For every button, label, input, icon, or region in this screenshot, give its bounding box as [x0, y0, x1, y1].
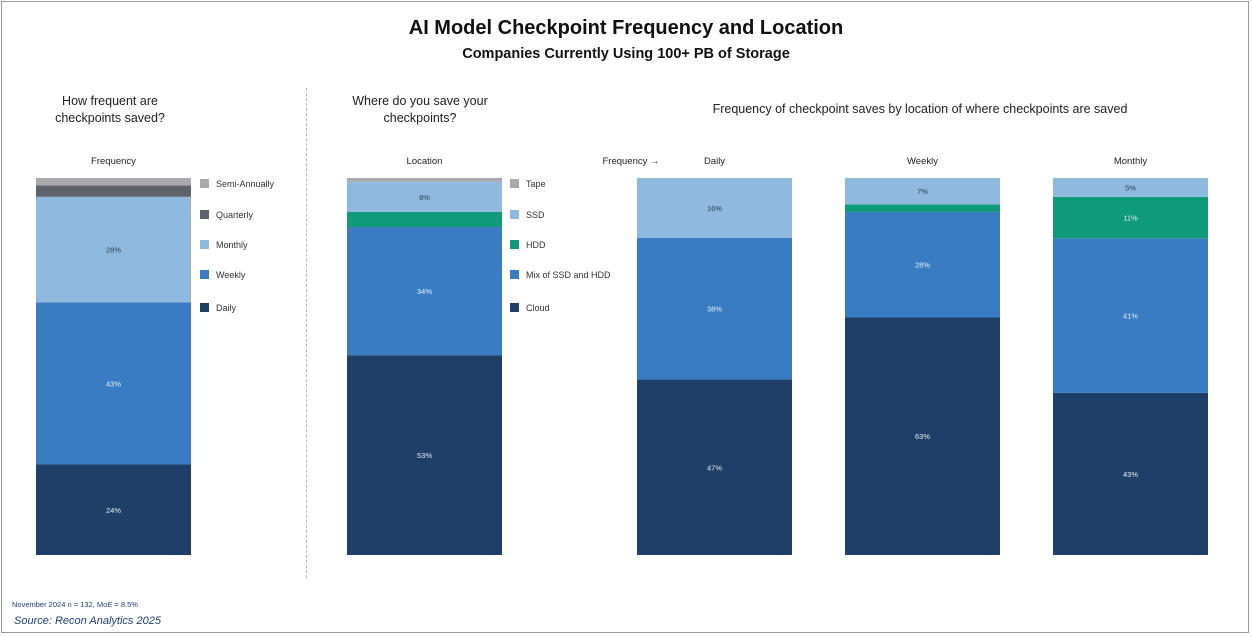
question-cross: Frequency of checkpoint saves by locatio…	[712, 102, 1128, 116]
panel-divider	[306, 88, 307, 578]
label-location: Location	[406, 156, 443, 167]
frequency-legend-semi-annually: Semi-Annually	[216, 179, 275, 189]
cross-weekly-label-cloud: 63%	[915, 432, 930, 441]
frequency-legend-swatch-monthly	[200, 240, 209, 249]
cross-weekly-bar-cloud	[845, 317, 1000, 555]
cross-monthly-label-cloud: 43%	[1123, 470, 1138, 479]
location-bar-cloud	[347, 355, 502, 555]
cross-monthly-bar-ssd	[1053, 178, 1208, 197]
question-location: Where do you save your checkpoints?	[352, 94, 488, 125]
cross-daily-label-mix-of-ssd-and-hdd: 38%	[707, 305, 722, 314]
cross-daily-label-cloud: 47%	[707, 463, 722, 472]
cross-monthly-bar-mix-of-ssd-and-hdd	[1053, 238, 1208, 393]
frequency-bar-monthly	[36, 196, 191, 303]
location-label-mix-of-ssd-and-hdd: 34%	[417, 287, 432, 296]
frequency-legend-swatch-daily	[200, 303, 209, 312]
location-legend-cloud: Cloud	[526, 303, 550, 313]
cross-daily-bar-ssd	[637, 178, 792, 238]
location-legend-swatch-cloud	[510, 303, 519, 312]
cross-daily-label-ssd: 16%	[707, 204, 722, 213]
cross-daily-bar-cloud	[637, 379, 792, 555]
frequency-label-daily: 24%	[106, 506, 121, 515]
label-monthly: Monthly	[1113, 156, 1148, 167]
frequency-bar-quarterly	[36, 185, 191, 197]
location-legend-ssd: SSD	[526, 210, 545, 220]
footnote: November 2024 n = 132, MoE = 8.5%	[12, 600, 138, 609]
cross-monthly-label-ssd: 5%	[1125, 183, 1136, 192]
label-frequency: Frequency	[91, 156, 136, 167]
cross-daily-bar-mix-of-ssd-and-hdd	[637, 237, 792, 380]
cross-weekly-label-mix-of-ssd-and-hdd: 28%	[915, 261, 930, 270]
label-weekly: Weekly	[907, 156, 938, 167]
location-bar-mix-of-ssd-and-hdd	[347, 227, 502, 356]
cross-monthly-bar-cloud	[1053, 392, 1208, 555]
frequency-legend-quarterly: Quarterly	[216, 210, 254, 220]
cross-weekly-bar-ssd	[845, 178, 1000, 205]
location-bar-hdd	[347, 211, 502, 228]
frequency-label-monthly: 28%	[106, 246, 121, 255]
label-frequency-arrow: Frequency →	[602, 156, 660, 167]
location-legend-swatch-hdd	[510, 240, 519, 249]
cross-weekly-label-ssd: 7%	[917, 187, 928, 196]
label-daily: Daily	[703, 156, 726, 167]
location-label-ssd: 8%	[419, 193, 430, 202]
source-note: Source: Recon Analytics 2025	[14, 615, 161, 627]
frequency-bar-semi-annually	[36, 178, 191, 186]
cross-monthly-label-hdd: 11%	[1123, 214, 1138, 223]
chart-subtitle: Companies Currently Using 100+ PB of Sto…	[462, 46, 790, 62]
location-legend-tape: Tape	[526, 179, 546, 189]
location-legend-swatch-ssd	[510, 210, 519, 219]
frequency-legend-swatch-quarterly	[200, 210, 209, 219]
location-bar-tape	[347, 178, 502, 182]
location-legend-swatch-mix-of-ssd-and-hdd	[510, 270, 519, 279]
cross-monthly-bar-hdd	[1053, 196, 1208, 239]
cross-weekly-bar-mix-of-ssd-and-hdd	[845, 211, 1000, 318]
location-legend-swatch-tape	[510, 179, 519, 188]
location-legend-mix-of-ssd-and-hdd: Mix of SSD and HDD	[526, 270, 611, 280]
frequency-bar-daily	[36, 464, 191, 555]
location-label-cloud: 53%	[417, 451, 432, 460]
cross-monthly-label-mix-of-ssd-and-hdd: 41%	[1123, 312, 1138, 321]
frequency-legend-swatch-semi-annually	[200, 179, 209, 188]
chart-title: AI Model Checkpoint Frequency and Locati…	[408, 17, 844, 39]
frequency-legend-daily: Daily	[216, 303, 237, 313]
question-frequency: How frequent are checkpoints saved?	[55, 94, 165, 125]
frequency-bar-weekly	[36, 302, 191, 465]
frequency-label-weekly: 43%	[106, 379, 121, 388]
frequency-legend-weekly: Weekly	[216, 270, 246, 280]
location-legend-hdd: HDD	[526, 240, 546, 250]
frequency-legend-monthly: Monthly	[216, 240, 248, 250]
frequency-legend-swatch-weekly	[200, 270, 209, 279]
cross-weekly-bar-hdd	[845, 204, 1000, 212]
location-bar-ssd	[347, 181, 502, 212]
